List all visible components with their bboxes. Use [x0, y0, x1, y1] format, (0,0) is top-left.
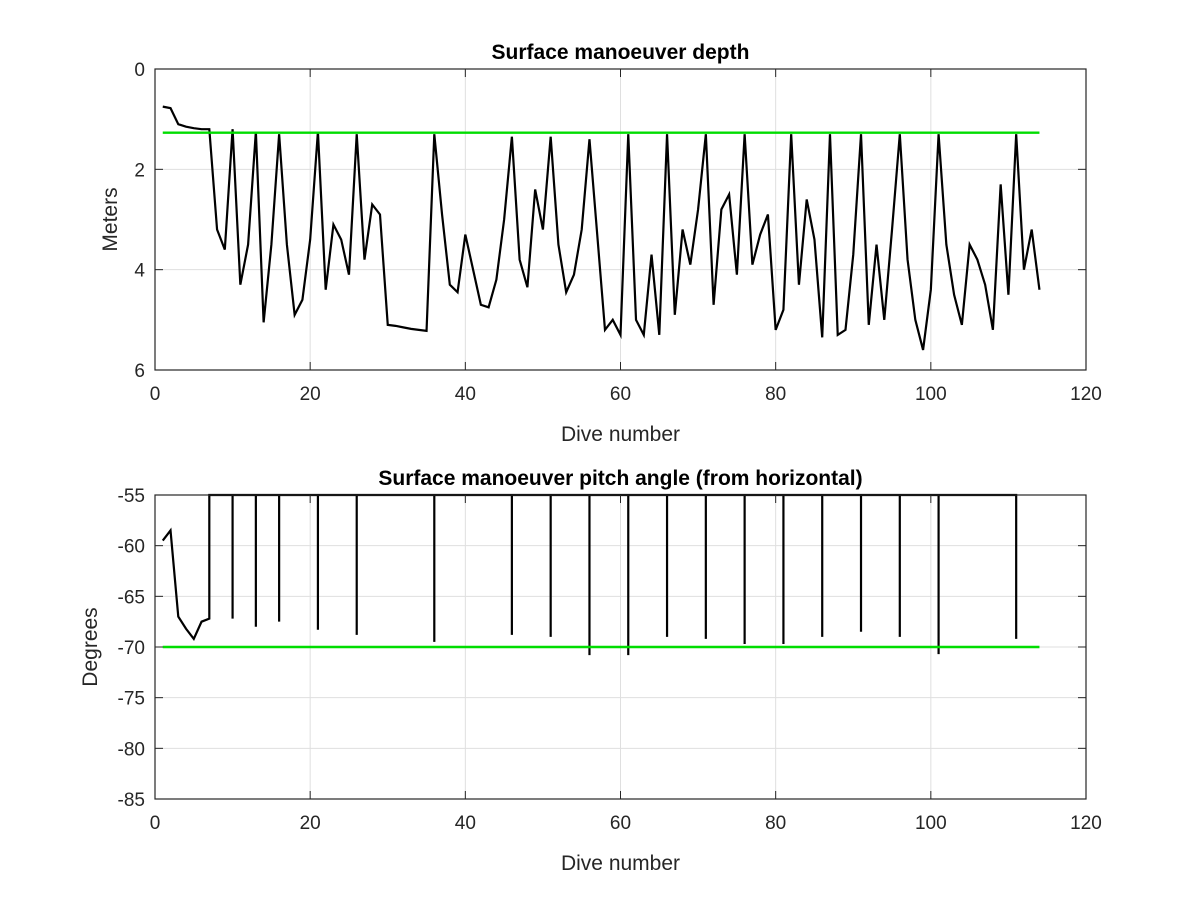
- x-tick-label: 80: [765, 384, 786, 405]
- subplot-2: 0 20 40 60 80 100 120 -55 -60 -65 -70 -75 -80 -85 Surf…: [79, 467, 1102, 875]
- chart-title: Surface manoeuver depth: [492, 41, 750, 64]
- data-series-line: [162, 105, 1041, 351]
- x-tick-label: 20: [300, 384, 321, 405]
- subplot-1: 0 20 40 60 80 100 120 0 2 4 6 Surface manoeuver dep…: [99, 41, 1102, 446]
- x-tick-label: 60: [610, 813, 631, 834]
- y-tick-label: 4: [134, 261, 145, 282]
- x-tick-label: 100: [915, 813, 947, 834]
- y-tick-label: -80: [118, 739, 145, 760]
- y-tick-label: -65: [118, 587, 145, 608]
- x-tick-label: 40: [455, 384, 476, 405]
- x-tick-label: 120: [1070, 384, 1102, 405]
- x-axis-label: Dive number: [561, 423, 680, 446]
- x-tick-label: 100: [915, 384, 947, 405]
- x-tick-label: 20: [300, 813, 321, 834]
- y-tick-label: -75: [118, 689, 145, 710]
- x-tick-label: 60: [610, 384, 631, 405]
- y-axis-label: Degrees: [79, 607, 102, 686]
- y-tick-label: 2: [134, 160, 145, 181]
- x-tick-label: 0: [150, 813, 161, 834]
- x-tick-label: 0: [150, 384, 161, 405]
- x-tick-label: 80: [765, 813, 786, 834]
- x-tick-label: 120: [1070, 813, 1102, 834]
- y-tick-label: -85: [118, 790, 145, 811]
- y-tick-label: -60: [118, 537, 145, 558]
- y-tick-label: 6: [134, 361, 145, 382]
- x-tick-label: 40: [455, 813, 476, 834]
- y-tick-label: 0: [134, 60, 145, 81]
- y-tick-label: -55: [118, 486, 145, 507]
- y-tick-label: -70: [118, 638, 145, 659]
- y-axis-label: Meters: [99, 187, 122, 251]
- chart-title: Surface manoeuver pitch angle (from hori…: [378, 467, 862, 490]
- x-axis-label: Dive number: [561, 852, 680, 875]
